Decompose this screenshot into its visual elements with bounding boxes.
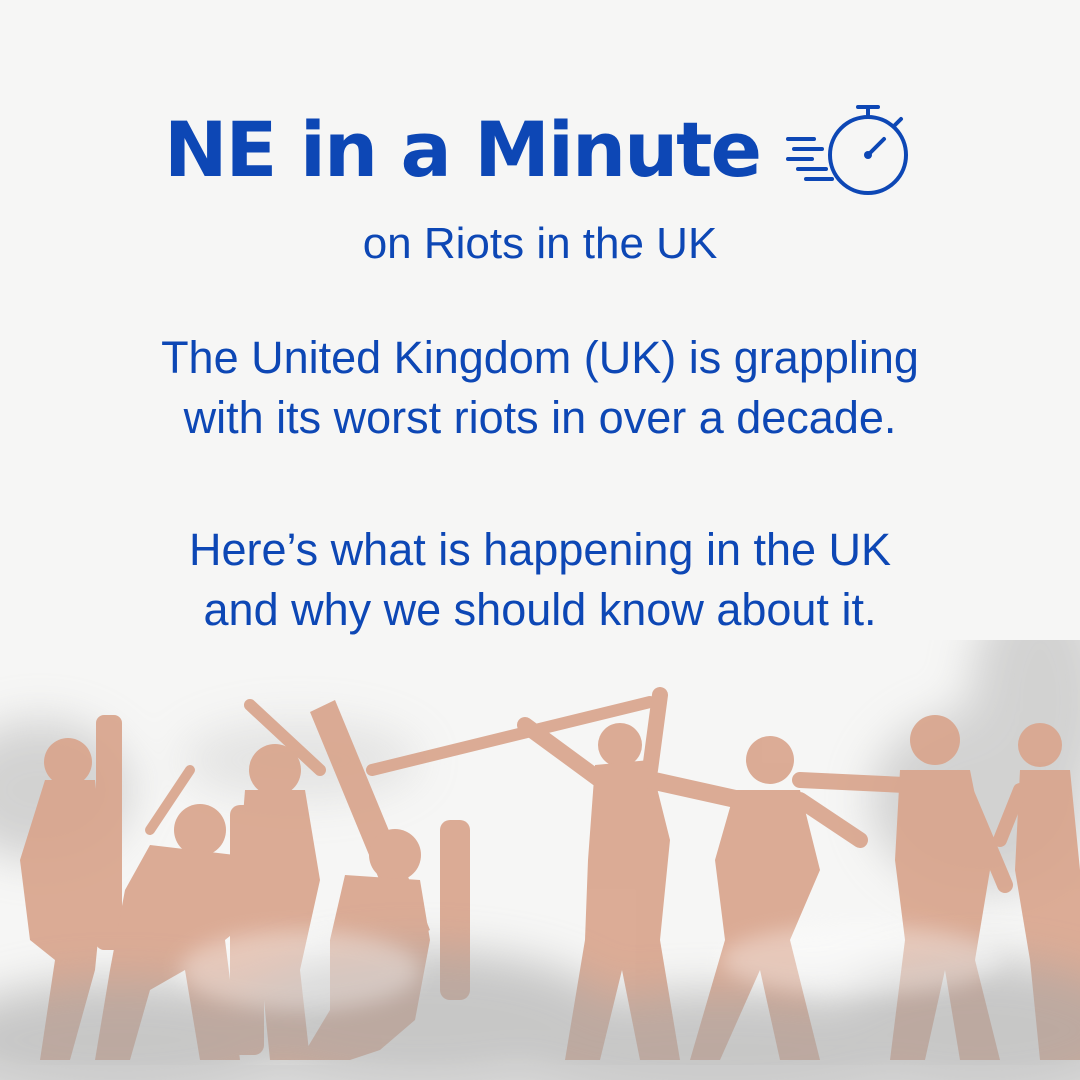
intro-line-1: The United Kingdom (UK) is grappling [161,332,919,383]
page-title: NE in a Minute [163,105,762,194]
stopwatch-icon [786,104,909,195]
riot-illustration [0,640,1080,1080]
explainer-line-1: Here’s what is happening in the UK [188,524,892,575]
explainer-line-2: and why we should know about it. [203,584,877,635]
explainer-paragraph: Here’s what is happening in the UK and w… [60,520,1020,640]
intro-line-2: with its worst riots in over a decade. [183,392,897,443]
intro-paragraph: The United Kingdom (UK) is grappling wit… [60,328,1020,448]
page-subtitle: on Riots in the UK [362,219,718,268]
bottom-strip [0,1065,1080,1080]
header: NE in a Minute [0,95,1080,205]
